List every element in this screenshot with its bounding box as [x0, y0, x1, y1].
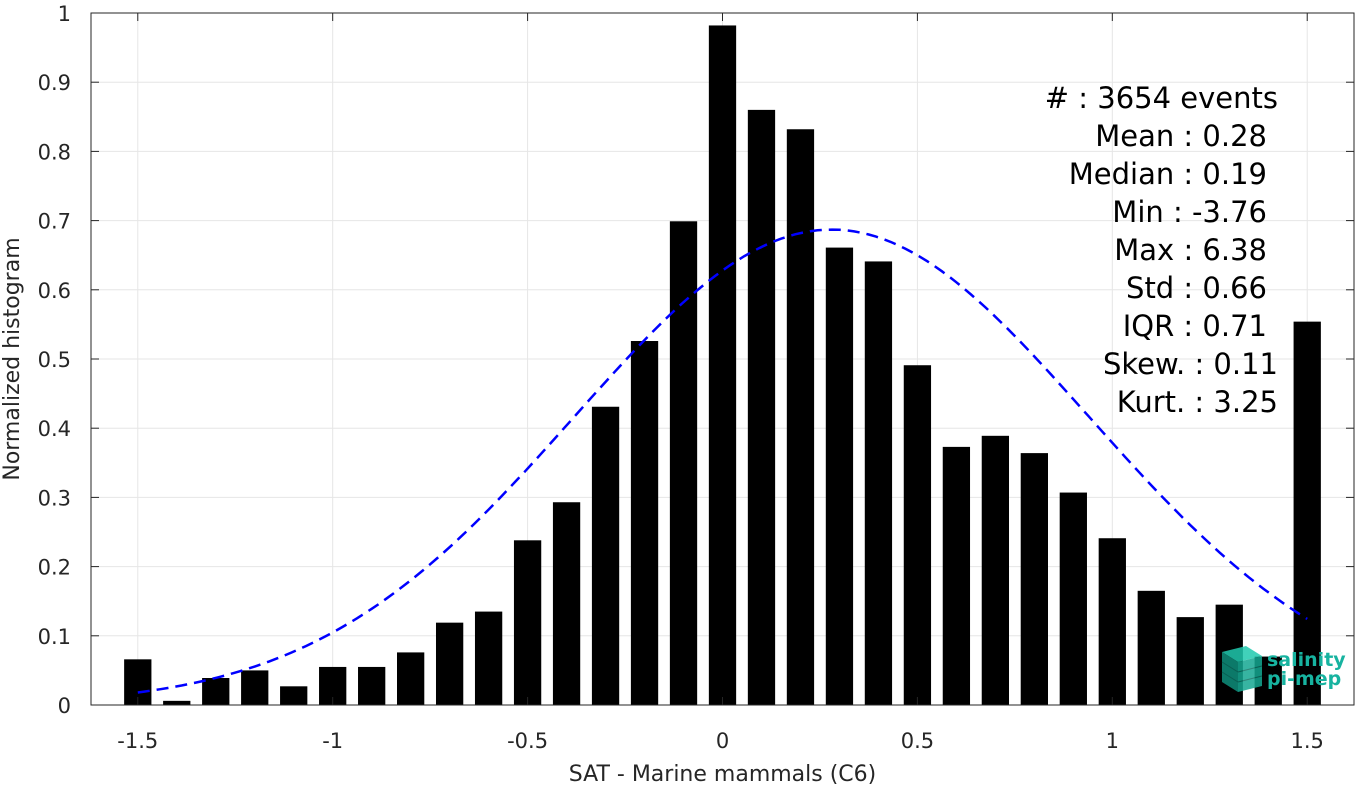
histogram-bar [1176, 617, 1204, 705]
stat-kurt: Kurt. : 3.25 [1117, 385, 1278, 419]
stat-mean: Mean : 0.28 [1095, 119, 1267, 153]
y-axis-title: Normalized histogram [0, 237, 25, 480]
stat-max: Max : 6.38 [1114, 233, 1267, 267]
histogram-bar [435, 622, 464, 705]
histogram-bar [591, 406, 620, 705]
stat-iqr: IQR : 0.71 [1123, 309, 1267, 343]
y-tick-label: 0.2 [38, 556, 71, 580]
x-tick-label: -1.5 [117, 729, 158, 753]
y-tick-label: 0.4 [38, 417, 71, 441]
histogram-bar [280, 686, 308, 705]
y-tick-label: 0.8 [38, 140, 71, 164]
histogram-bar [397, 652, 425, 705]
histogram-bar [513, 540, 542, 705]
y-tick-label: 0.9 [38, 71, 71, 95]
histogram-bars [124, 25, 1321, 706]
x-tick-label: 1.5 [1291, 729, 1324, 753]
y-tick-label: 0.7 [38, 210, 71, 234]
y-tick-label: 0.1 [38, 625, 71, 649]
logo-text-pimep: pi-mep [1267, 668, 1341, 690]
histogram-bar [1059, 492, 1087, 705]
histogram-bar [1020, 453, 1048, 705]
histogram-bar [942, 446, 971, 705]
gaussian-fit-curve [137, 228, 1308, 694]
histogram-bar [669, 221, 698, 706]
histogram-bar [903, 365, 932, 705]
x-axis-title: SAT - Marine mammals (C6) [569, 762, 877, 785]
histogram-bar [552, 502, 581, 705]
y-tick-labels: 0 0.1 0.2 0.3 0.4 0.5 0.6 0.7 0.8 0.9 1 [38, 2, 71, 718]
salinity-pimep-logo: salinity pi-mep [1221, 646, 1346, 692]
x-tick-label: 0.5 [901, 729, 934, 753]
histogram-bar [825, 247, 854, 705]
logo-text-salinity: salinity [1267, 649, 1346, 671]
y-tick-label: 0.3 [38, 486, 71, 510]
histogram-bar [747, 109, 776, 705]
stat-median: Median : 0.19 [1069, 157, 1267, 191]
histogram-bar [864, 261, 893, 705]
y-tick-label: 1 [58, 2, 71, 26]
histogram-bar [786, 129, 815, 706]
histogram-bar [474, 611, 503, 705]
stat-count: # : 3654 events [1045, 81, 1278, 115]
cube-logo-icon [1221, 646, 1263, 692]
histogram-bar [981, 435, 1010, 705]
stat-skew: Skew. : 0.11 [1103, 347, 1278, 381]
stat-std: Std : 0.66 [1126, 271, 1267, 305]
y-tick-label: 0.6 [38, 279, 71, 303]
x-tick-label: 0 [716, 729, 729, 753]
x-tick-labels: -1.5 -1 -0.5 0 0.5 1 1.5 [117, 729, 1324, 753]
stat-min: Min : -3.76 [1112, 195, 1267, 229]
y-tick-label: 0.5 [38, 348, 71, 372]
histogram-bar [202, 678, 230, 705]
histogram-bar [630, 341, 659, 705]
histogram-bar [358, 666, 386, 705]
histogram-bar [1293, 321, 1321, 705]
histogram-bar [241, 670, 269, 705]
y-tick-label: 0 [58, 694, 71, 718]
statistics-annotation: # : 3654 events Mean : 0.28 Median : 0.1… [1045, 81, 1278, 419]
axis-ticks [91, 12, 1354, 706]
histogram-bar [1098, 538, 1126, 705]
x-tick-label: -1 [322, 729, 343, 753]
gaussian-fit-layer [137, 228, 1308, 694]
x-tick-label: -0.5 [507, 729, 548, 753]
x-tick-label: 1 [1106, 729, 1119, 753]
histogram-bar [708, 25, 737, 706]
histogram-bar [1137, 590, 1165, 705]
histogram-bar [163, 700, 191, 705]
